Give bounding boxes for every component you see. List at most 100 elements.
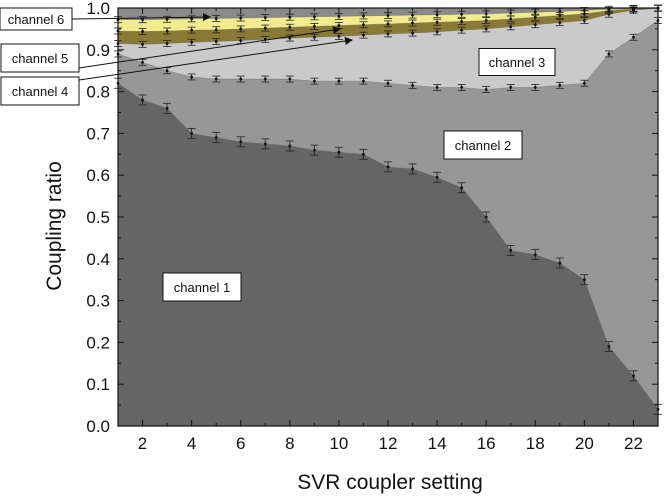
data-point <box>362 79 365 83</box>
data-point <box>435 175 439 179</box>
data-point <box>582 81 586 85</box>
data-point <box>435 20 439 24</box>
data-point <box>509 25 513 29</box>
data-point <box>190 17 194 21</box>
data-point <box>460 186 464 190</box>
data-point <box>239 140 243 144</box>
data-point <box>582 278 586 282</box>
data-point <box>190 132 194 135</box>
y-tick-label: 0.4 <box>86 250 110 269</box>
data-point <box>337 14 341 18</box>
data-point <box>533 23 537 27</box>
y-tick-label: 0.1 <box>86 375 110 394</box>
data-point <box>533 86 537 89</box>
data-point <box>337 150 341 154</box>
data-point <box>337 79 341 83</box>
channel-4-label: channel 4 <box>12 84 68 99</box>
data-point <box>435 86 439 89</box>
x-tick-label: 18 <box>526 434 545 453</box>
channel-5-box <box>0 43 80 73</box>
data-point <box>558 21 562 25</box>
y-tick-label: 0.2 <box>86 333 110 352</box>
data-point <box>288 25 292 29</box>
data-point <box>484 215 488 219</box>
y-tick-label: 1.0 <box>86 0 110 18</box>
x-tick-label: 20 <box>575 434 594 453</box>
data-point <box>632 374 635 378</box>
data-point <box>288 144 292 148</box>
area-channel-2 <box>118 20 658 410</box>
data-point <box>484 27 488 31</box>
data-point <box>484 88 488 91</box>
data-point <box>165 69 169 73</box>
data-point <box>411 83 414 87</box>
data-point <box>214 17 218 20</box>
x-tick-label: 14 <box>428 434 447 453</box>
data-point <box>460 86 464 89</box>
x-tick-label: 10 <box>329 434 348 453</box>
data-point <box>239 16 243 20</box>
data-point <box>558 261 562 265</box>
data-point <box>533 253 537 257</box>
data-point <box>411 13 414 17</box>
data-point <box>607 345 611 348</box>
data-point <box>533 15 537 19</box>
axes: 0.0 0.1 0.2 0.3 0.4 0.5 0.6 0.7 0.8 0.9 1.0 2 4 6 8 10 1… <box>86 0 659 453</box>
data-point <box>263 16 267 20</box>
data-point <box>386 22 390 26</box>
data-point <box>509 249 513 252</box>
data-point <box>214 136 218 139</box>
data-point <box>141 98 144 102</box>
data-point <box>141 18 144 22</box>
data-point <box>386 32 390 36</box>
y-tick-label: 0.3 <box>86 292 110 311</box>
channel-3-label: channel 3 <box>489 55 545 70</box>
data-point <box>558 9 562 13</box>
data-point <box>460 12 464 16</box>
channel-4-arrow <box>78 37 353 81</box>
data-point <box>288 15 292 19</box>
data-point <box>312 24 316 28</box>
x-tick-label: 8 <box>285 434 294 453</box>
data-point <box>214 28 218 32</box>
data-point <box>165 29 169 33</box>
data-point <box>263 142 267 146</box>
channel-2-label: channel 2 <box>455 138 511 153</box>
y-tick-label: 0.9 <box>86 41 110 60</box>
data-point <box>214 40 218 43</box>
data-point <box>190 28 194 32</box>
data-point <box>582 19 586 22</box>
area-channel-1 <box>118 83 658 427</box>
data-point <box>435 30 439 34</box>
data-point <box>509 11 513 15</box>
channel-6-label: channel 6 <box>8 12 64 27</box>
x-tick-label: 4 <box>187 434 196 453</box>
channel-6-arrow <box>71 13 211 22</box>
data-point <box>632 35 635 39</box>
data-point <box>509 17 513 21</box>
channel-5-arrow <box>78 26 341 69</box>
stacked-areas <box>117 7 659 427</box>
data-point <box>411 167 414 171</box>
data-point <box>165 42 169 45</box>
data-point <box>362 33 365 37</box>
data-point <box>411 31 414 35</box>
data-point <box>435 13 439 17</box>
channel-4-box <box>0 76 80 106</box>
data-point <box>190 40 194 44</box>
data-point <box>141 42 144 46</box>
data-point <box>288 36 292 40</box>
y-tick-label: 0.7 <box>86 124 110 143</box>
data-point <box>362 23 365 27</box>
data-point <box>239 77 243 81</box>
data-point <box>165 17 169 21</box>
x-tick-label: 22 <box>624 434 643 453</box>
y-tick-label: 0.6 <box>86 166 110 185</box>
data-point <box>558 14 562 17</box>
data-point <box>165 106 169 110</box>
y-tick-label: 0.0 <box>86 417 110 436</box>
data-point <box>484 19 488 22</box>
data-point <box>607 52 611 56</box>
data-point <box>460 28 464 32</box>
y-tick-label: 0.5 <box>86 208 110 227</box>
